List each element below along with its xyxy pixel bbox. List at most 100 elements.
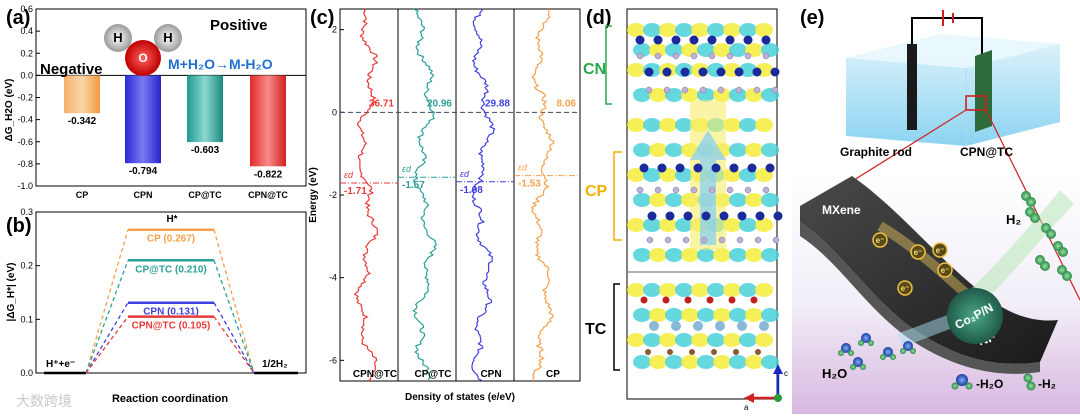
h2-stream	[960, 190, 1074, 312]
h2o-hydrogen-icon	[900, 348, 906, 354]
atom-o: O	[138, 51, 147, 65]
charge-lobe-depletion	[729, 193, 747, 207]
charge-lobe-depletion	[729, 43, 747, 57]
h2o-oxygen-icon	[841, 343, 851, 353]
panel-a-y-tick-label: -1.0	[17, 181, 33, 191]
panel-label-a: (a)	[6, 7, 30, 29]
h2-atom-icon	[1030, 213, 1040, 223]
axis-c-label: c	[784, 369, 788, 378]
atom-o	[640, 296, 648, 304]
category-label: CPN@TC	[248, 190, 288, 200]
dos-at-fermi-value: 36.71	[369, 98, 394, 109]
series-rise-3	[85, 316, 129, 374]
h2-atom-icon	[1046, 229, 1056, 239]
atom-o	[684, 296, 692, 304]
charge-lobe-depletion	[675, 23, 693, 37]
atom-co	[729, 163, 739, 173]
atom-co	[747, 163, 757, 173]
atom-co	[773, 211, 783, 221]
charge-lobe-depletion	[739, 333, 757, 347]
charge-lobe-depletion	[643, 218, 661, 232]
atom-p	[726, 186, 734, 194]
h2o-hydrogen-icon	[838, 350, 844, 356]
atom-co	[665, 211, 675, 221]
atom-p	[645, 86, 653, 94]
atom-c	[711, 349, 717, 355]
charge-lobe-depletion	[761, 143, 779, 157]
atom-p	[726, 52, 734, 60]
h2-atom-icon	[1040, 261, 1050, 271]
epsilon-d-label: εd	[460, 169, 470, 179]
dos-series-name: CPN	[480, 369, 501, 380]
atom-ti	[715, 321, 725, 331]
atom-p	[700, 236, 708, 244]
atom-p	[663, 86, 671, 94]
atom-o	[706, 296, 714, 304]
charge-lobe-depletion	[707, 23, 725, 37]
charge-lobe-accumulation	[649, 248, 667, 262]
atom-co	[675, 163, 685, 173]
panel-a-y-ticks: 0.6 0.4 0.2 0.0 -0.2 -0.4 -0.6 -0.8 -1.0	[17, 4, 40, 191]
charge-lobe-depletion	[729, 248, 747, 262]
cpn-tc-label: CPN@TC	[960, 145, 1013, 159]
panel-b-y-tick-label: 0.0	[20, 368, 33, 378]
epsilon-d-label: εd	[518, 163, 528, 173]
atom-o	[662, 296, 670, 304]
atom-co	[737, 211, 747, 221]
atom-ti	[671, 321, 681, 331]
panel-b-series: CP (0.267) CP@TC (0.210) CPN (0.131) CPN@TC…	[44, 228, 298, 375]
h2-atom-icon	[1062, 271, 1072, 281]
epsilon-d-label: εd	[344, 170, 354, 180]
cpn-tc-electrode-icon	[975, 50, 992, 132]
charge-lobe-accumulation	[713, 355, 731, 369]
panel-c-y-axis-title: Energy (eV)	[308, 167, 319, 223]
atom-c	[667, 349, 673, 355]
h2-molecules	[1021, 191, 1072, 281]
atom-p	[646, 236, 654, 244]
charge-lobe-accumulation	[627, 23, 645, 37]
atom-p	[736, 236, 744, 244]
charge-lobe-depletion	[739, 218, 757, 232]
bar-cpn	[125, 75, 161, 164]
electron-label: e⁻	[941, 266, 950, 275]
charge-lobe-accumulation	[691, 23, 709, 37]
panel-label-e: (e)	[800, 7, 824, 29]
charge-lobe-accumulation	[659, 23, 677, 37]
atom-co	[761, 35, 771, 45]
charge-lobe-depletion	[707, 333, 725, 347]
atom-p	[699, 86, 707, 94]
charge-lobe-accumulation	[755, 218, 773, 232]
atom-co	[701, 211, 711, 221]
charge-lobe-depletion	[729, 355, 747, 369]
series-rise-0	[85, 229, 129, 374]
charge-lobe-accumulation	[627, 63, 645, 77]
h2-label: H₂	[1006, 212, 1021, 227]
atom-p	[690, 52, 698, 60]
charge-lobe-accumulation	[627, 333, 645, 347]
atom-p	[664, 236, 672, 244]
panel-label-c: (c)	[310, 7, 334, 29]
catalyst-particle	[947, 288, 1003, 344]
atom-co	[647, 211, 657, 221]
panel-a-y-tick-label: 0.0	[20, 70, 33, 80]
zoom-line-left	[837, 109, 967, 191]
charge-lobe-accumulation	[649, 88, 667, 102]
dos-curve-1	[412, 8, 438, 382]
charge-lobe-accumulation	[659, 218, 677, 232]
series-fall-0	[213, 229, 255, 374]
atom-p	[681, 86, 689, 94]
atom-co	[755, 211, 765, 221]
charge-lobe-depletion	[761, 193, 779, 207]
dos-curve-2	[470, 8, 496, 382]
d-band-center-value: -1.68	[460, 185, 483, 196]
atom-co	[765, 163, 775, 173]
electron-icon	[897, 280, 913, 296]
panel-a-y-tick-label: 0.4	[20, 26, 33, 36]
charge-lobe-accumulation	[723, 23, 741, 37]
charge-lobe-accumulation	[713, 248, 731, 262]
category-label: CP@TC	[188, 190, 222, 200]
atom-c	[645, 349, 651, 355]
panel-a-y-tick-label: 0.6	[20, 4, 33, 14]
series-rise-1	[85, 260, 129, 374]
charge-lobe-depletion	[633, 43, 651, 57]
